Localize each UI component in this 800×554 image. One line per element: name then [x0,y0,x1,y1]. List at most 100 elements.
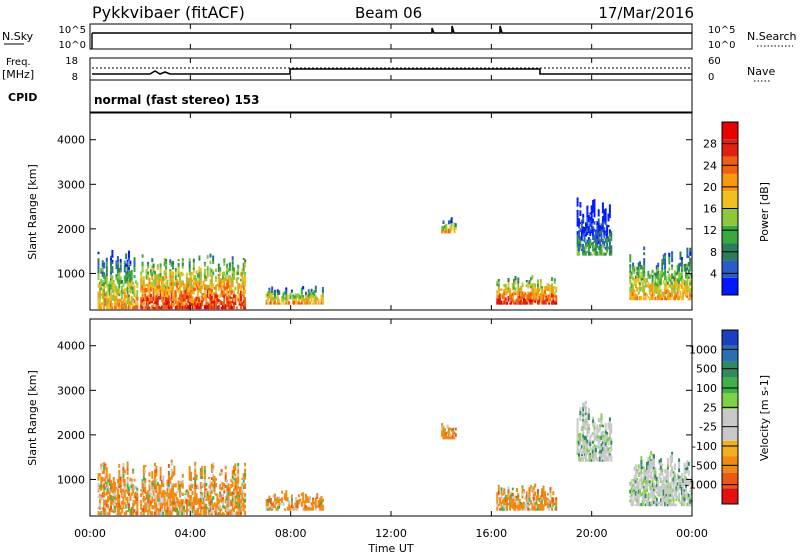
power-cell [644,295,647,301]
vel-cell [149,503,152,507]
vel-cell [637,468,640,471]
vel-cell [646,503,648,507]
vel-cell [231,501,234,504]
vel-cell [286,508,289,511]
power-cell [517,280,520,284]
power-cell [162,304,165,310]
power-cell [665,282,668,287]
vel-cell [634,468,637,472]
vel-cell [170,493,173,496]
power-cell [666,293,669,297]
power-cell [179,285,181,288]
vel-cell [500,508,503,511]
power-cell [125,276,128,281]
vel-cell [507,489,510,493]
power-cell [296,301,299,305]
vel-cell [129,508,132,512]
vel-cell [644,503,647,507]
vel-cell [101,492,104,495]
power-cell [111,287,114,291]
power-cell [119,270,122,273]
vel-cell [441,430,444,434]
vel-cell [234,504,237,510]
vel-cell [532,493,535,497]
power-cell [155,295,158,298]
vel-cell [679,488,682,491]
vel-cell [213,486,216,489]
power-cell [226,263,229,268]
vel-cell [269,506,272,511]
power-cell [130,280,133,285]
vel-cell [122,478,125,483]
vel-cell [535,498,538,503]
power-cell [147,297,150,302]
vel-cell [110,501,112,506]
vel-cell [666,461,669,465]
power-cell [503,289,506,291]
vel-cell [653,462,655,467]
vel-cell [539,507,542,511]
vel-cell [194,482,197,487]
vel-cell [97,490,100,493]
vel-cell [128,490,130,493]
power-cell [107,284,110,288]
vel-cell [181,492,184,496]
power-cell [646,278,648,283]
vel-cell [610,440,613,445]
vel-cell [641,481,644,485]
vel-cell [302,497,305,501]
vel-cell [548,503,551,508]
power-cell [286,301,289,305]
vel-cell [123,483,126,487]
vel-cell [194,472,197,476]
power-cell [107,298,110,303]
power-cell [532,289,535,292]
vel-cell [582,440,585,445]
power-cell [191,272,194,276]
power-cell [228,303,231,308]
vel-cell [527,495,530,497]
vel-cell [203,465,206,469]
vel-cell [636,482,639,486]
vel-cell [300,492,303,496]
vel-cell [541,499,544,503]
vel-cell [314,505,317,509]
power-cell [585,251,587,256]
vel-cell [265,503,268,507]
vel-cell [537,503,539,508]
vel-cell [661,486,664,489]
vel-cell [191,483,194,489]
vel-cell [231,475,234,479]
vel-cell [185,489,188,493]
vel-cell [141,481,144,487]
power-cell [217,266,220,271]
vel-cell [610,447,613,452]
vel-cell [587,443,590,446]
power-cell [535,288,538,292]
power-cell [231,270,234,274]
vel-cell [130,511,133,516]
power-cell [641,278,644,281]
power-cell [504,283,507,288]
vel-cell [303,500,306,504]
power-cell [542,296,545,301]
vel-cell [637,489,640,494]
vel-cell [666,490,669,495]
vel-cell [167,464,170,468]
vel-cell [509,507,511,511]
vel-cell [98,503,101,507]
power-cell [592,248,595,252]
vel-cell [296,500,299,504]
power-cell [587,218,590,223]
vel-cell [159,473,162,476]
power-cell [165,258,168,262]
power-cell [183,293,186,298]
vel-cell [234,485,237,489]
vel-cell [521,491,524,494]
power-cell [653,291,655,294]
vel-cell [646,469,648,472]
vel-cell [230,484,233,489]
power-cell [130,298,133,302]
power-cell [223,283,226,286]
vel-cell [442,428,445,433]
